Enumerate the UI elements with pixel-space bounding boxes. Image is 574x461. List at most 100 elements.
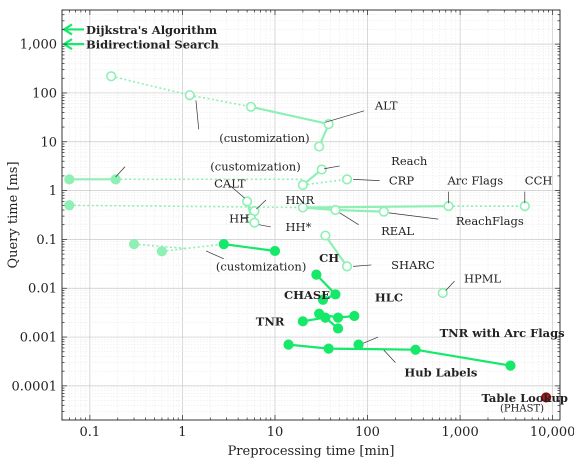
tick-layer: 0.1 1 10 100 1,000 10,000 0.0001 0.001 0.01 0.1 1 1… bbox=[12, 9, 574, 440]
leader-line bbox=[258, 224, 271, 228]
data-point bbox=[64, 200, 75, 211]
leader-line bbox=[256, 199, 267, 210]
annotation-label: ReachFlags bbox=[456, 214, 524, 228]
series-line bbox=[302, 178, 348, 186]
annotation-label: HLC bbox=[375, 290, 403, 304]
series-points-ch-custom bbox=[128, 239, 167, 257]
y-tick-label: 10 bbox=[40, 135, 57, 150]
y-tick-label: 0.0001 bbox=[12, 379, 58, 394]
series-layer bbox=[64, 71, 552, 403]
data-point bbox=[320, 230, 331, 241]
x-tick-label: 1 bbox=[178, 425, 186, 440]
annotation-label: Table Lookup bbox=[481, 391, 567, 405]
y-axis-title: Query time [ms] bbox=[6, 161, 21, 268]
data-point bbox=[128, 239, 140, 250]
data-point bbox=[505, 360, 516, 371]
annotation-label: SHARC bbox=[391, 258, 435, 272]
y-tick-label: 0.01 bbox=[28, 282, 57, 297]
annotation-label: Arc Flags bbox=[446, 174, 503, 188]
data-point bbox=[218, 239, 229, 250]
annotation-label: HPML bbox=[464, 271, 502, 285]
series-line bbox=[302, 316, 339, 330]
leader-line bbox=[383, 349, 396, 363]
annotation-label: (customization) bbox=[210, 160, 300, 174]
data-point bbox=[332, 312, 344, 323]
y-tick-label: 0.001 bbox=[20, 331, 57, 346]
data-point bbox=[110, 174, 121, 185]
leader-line bbox=[339, 212, 359, 226]
series-points-table bbox=[541, 392, 552, 403]
arrow-label: Bidirectional Search bbox=[86, 38, 220, 52]
leader-line bbox=[353, 264, 372, 267]
data-point bbox=[541, 392, 552, 403]
y-tick-label: 1 bbox=[49, 184, 57, 199]
annotation-label: (customization) bbox=[216, 259, 306, 273]
series-points-cch-open bbox=[297, 201, 530, 213]
leader-line bbox=[195, 100, 200, 130]
series-points-calt bbox=[242, 196, 260, 228]
annotation-label: (customization) bbox=[219, 131, 309, 145]
data-point bbox=[297, 179, 308, 191]
leader-line bbox=[363, 336, 379, 344]
series-points-tnr bbox=[297, 312, 344, 334]
leader-line bbox=[325, 110, 365, 123]
annotation-label: CH bbox=[319, 251, 339, 265]
data-point bbox=[316, 164, 327, 175]
series-points-chase bbox=[311, 269, 341, 305]
series-line bbox=[288, 343, 511, 367]
series-points-sharc bbox=[320, 230, 353, 272]
annotation-label: CRP bbox=[389, 174, 414, 188]
data-point bbox=[317, 294, 329, 305]
data-point bbox=[332, 323, 344, 334]
leader-line bbox=[353, 178, 380, 181]
data-point bbox=[330, 204, 341, 216]
series-tnr bbox=[302, 316, 339, 330]
data-point bbox=[323, 343, 334, 354]
x-tick-label: 10 bbox=[267, 425, 284, 440]
data-point bbox=[353, 339, 364, 350]
series-points-reach bbox=[314, 141, 325, 152]
series-hub bbox=[288, 343, 511, 367]
data-point bbox=[242, 196, 253, 207]
series-points-cch bbox=[64, 200, 75, 211]
data-point bbox=[297, 316, 308, 327]
leader-layer bbox=[115, 100, 526, 363]
series-points-hpml bbox=[437, 287, 448, 299]
leader-line bbox=[324, 165, 340, 170]
annotation-label: HH bbox=[229, 211, 249, 225]
data-point bbox=[437, 287, 448, 299]
annotation-label: CCH bbox=[525, 174, 553, 188]
arrow-label: Dijkstra's Algorithm bbox=[86, 23, 217, 37]
series-line bbox=[161, 243, 224, 253]
series-line bbox=[189, 94, 252, 108]
leader-line bbox=[230, 185, 245, 199]
annotation-label: TNR with Arc Flags bbox=[440, 326, 565, 340]
leader-line bbox=[388, 212, 439, 220]
x-tick-label: 0.1 bbox=[80, 425, 101, 440]
data-point bbox=[378, 206, 389, 217]
data-point bbox=[64, 174, 75, 185]
data-point bbox=[297, 202, 308, 213]
x-axis-title: Preprocessing time [min] bbox=[228, 444, 395, 459]
data-point bbox=[106, 71, 117, 82]
x-tick-label: 10,000 bbox=[530, 425, 574, 440]
series-ch-custom bbox=[133, 243, 224, 253]
x-tick-label: 100 bbox=[355, 425, 380, 440]
series-points-real bbox=[330, 204, 389, 217]
leader-line bbox=[445, 280, 455, 291]
annotation-label: CHASE bbox=[284, 288, 330, 302]
annotation-label: TNR bbox=[256, 314, 285, 328]
data-point bbox=[269, 245, 281, 257]
y-tick-label: 0.1 bbox=[36, 233, 57, 248]
series-points-alt bbox=[106, 71, 334, 130]
series-alt bbox=[111, 75, 329, 126]
series-line bbox=[250, 105, 329, 126]
data-point bbox=[341, 261, 353, 272]
data-point bbox=[245, 101, 257, 112]
data-point bbox=[330, 289, 341, 300]
grid-layer bbox=[61, 9, 560, 421]
annotation-label: HH* bbox=[286, 220, 312, 234]
annotation-label: CALT bbox=[214, 176, 246, 190]
data-point bbox=[311, 269, 322, 280]
data-point bbox=[349, 310, 360, 322]
